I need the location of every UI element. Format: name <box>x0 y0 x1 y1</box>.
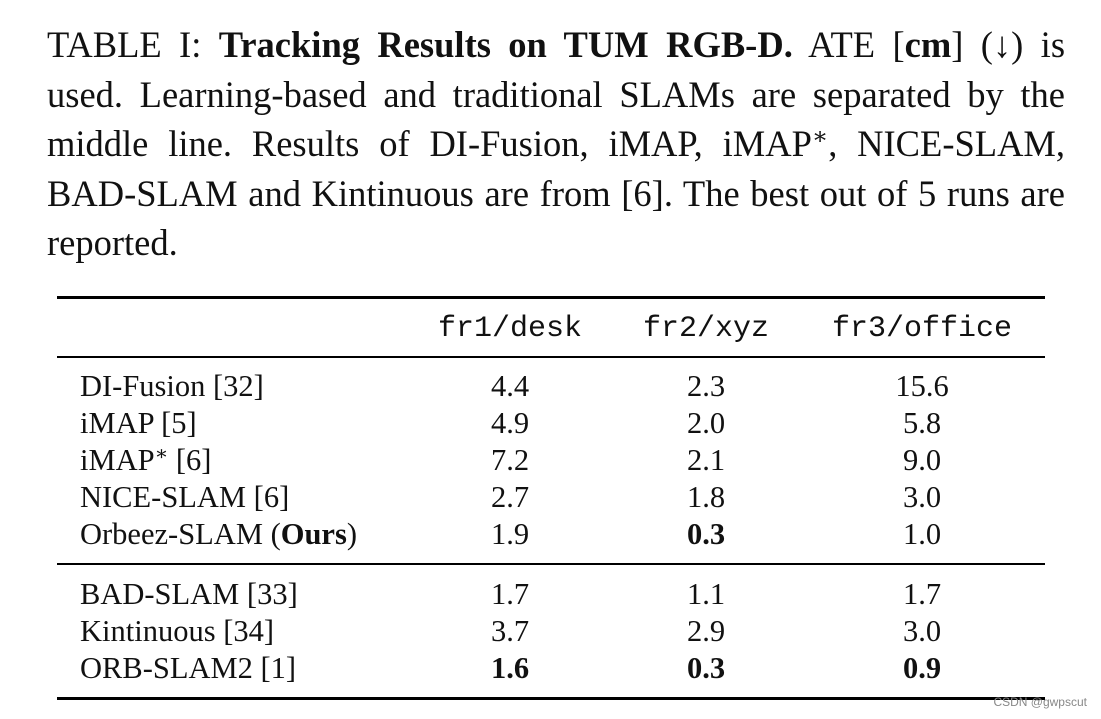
method-star: ∗ <box>154 443 169 465</box>
header-rule <box>57 356 1045 358</box>
method-cell: BAD-SLAM [33] <box>80 577 298 611</box>
value-cell: 3.0 <box>902 614 942 648</box>
value-cell: 2.3 <box>686 369 726 403</box>
value-cell: 4.4 <box>490 369 530 403</box>
value-cell: 1.8 <box>686 480 726 514</box>
method-cell: Kintinuous [34] <box>80 614 275 648</box>
bottom-rule <box>57 697 1045 700</box>
value-cell: 1.0 <box>902 517 942 551</box>
caption-unit: cm <box>904 24 952 65</box>
value-cell: 5.8 <box>902 406 942 440</box>
caption-title: Tracking Results on TUM RGB-D. <box>218 24 793 65</box>
value-cell: 3.0 <box>902 480 942 514</box>
value-cell: 7.2 <box>490 443 530 477</box>
value-cell: 1.9 <box>490 517 530 551</box>
method-cell: NICE-SLAM [6] <box>80 480 290 514</box>
value-cell-best: 0.9 <box>902 651 942 685</box>
value-cell-best: 0.3 <box>686 651 726 685</box>
watermark: CSDN @gwpscut <box>993 695 1087 709</box>
method-suffix: ) <box>346 517 357 551</box>
method-cell: Orbeez-SLAM (Ours) <box>80 516 357 552</box>
method-cell: iMAP [5] <box>80 406 197 440</box>
value-cell: 9.0 <box>902 443 942 477</box>
method-cell: DI-Fusion [32] <box>80 369 264 403</box>
value-cell: 2.1 <box>686 443 726 477</box>
method-ref: [6] <box>168 443 212 477</box>
method-name: iMAP <box>80 443 155 477</box>
value-cell: 15.6 <box>895 369 949 403</box>
method-cell: ORB-SLAM2 [1] <box>80 651 297 685</box>
caption-text-3: , NICE-SLAM, BAD-SLAM and Kintinuous are… <box>47 123 1066 263</box>
column-header-fr2-xyz: fr2/xyz <box>642 312 770 346</box>
value-cell: 2.0 <box>686 406 726 440</box>
value-cell: 3.7 <box>490 614 530 648</box>
value-cell: 1.7 <box>902 577 942 611</box>
method-cell: iMAP∗ [6] <box>80 442 211 478</box>
value-cell: 1.1 <box>686 577 726 611</box>
top-rule <box>57 296 1045 299</box>
value-cell: 2.7 <box>490 480 530 514</box>
method-name: Orbeez-SLAM ( <box>80 517 281 551</box>
column-header-fr3-office: fr3/office <box>831 312 1013 346</box>
caption-star: ∗ <box>811 124 829 150</box>
table-caption: TABLE I: Tracking Results on TUM RGB-D. … <box>47 20 1065 268</box>
value-cell: 2.9 <box>686 614 726 648</box>
column-header-fr1-desk: fr1/desk <box>437 312 583 346</box>
caption-text-1: ATE [ <box>792 24 905 65</box>
value-cell-best: 1.6 <box>490 651 530 685</box>
caption-label: TABLE I: <box>47 24 202 65</box>
value-cell-best: 0.3 <box>686 517 726 551</box>
value-cell: 1.7 <box>490 577 530 611</box>
method-ours: Ours <box>280 517 347 551</box>
value-cell: 4.9 <box>490 406 530 440</box>
caption-text-2: ] (↓) is used. Learning-based and tradit… <box>47 24 1066 164</box>
middle-rule <box>57 563 1045 565</box>
